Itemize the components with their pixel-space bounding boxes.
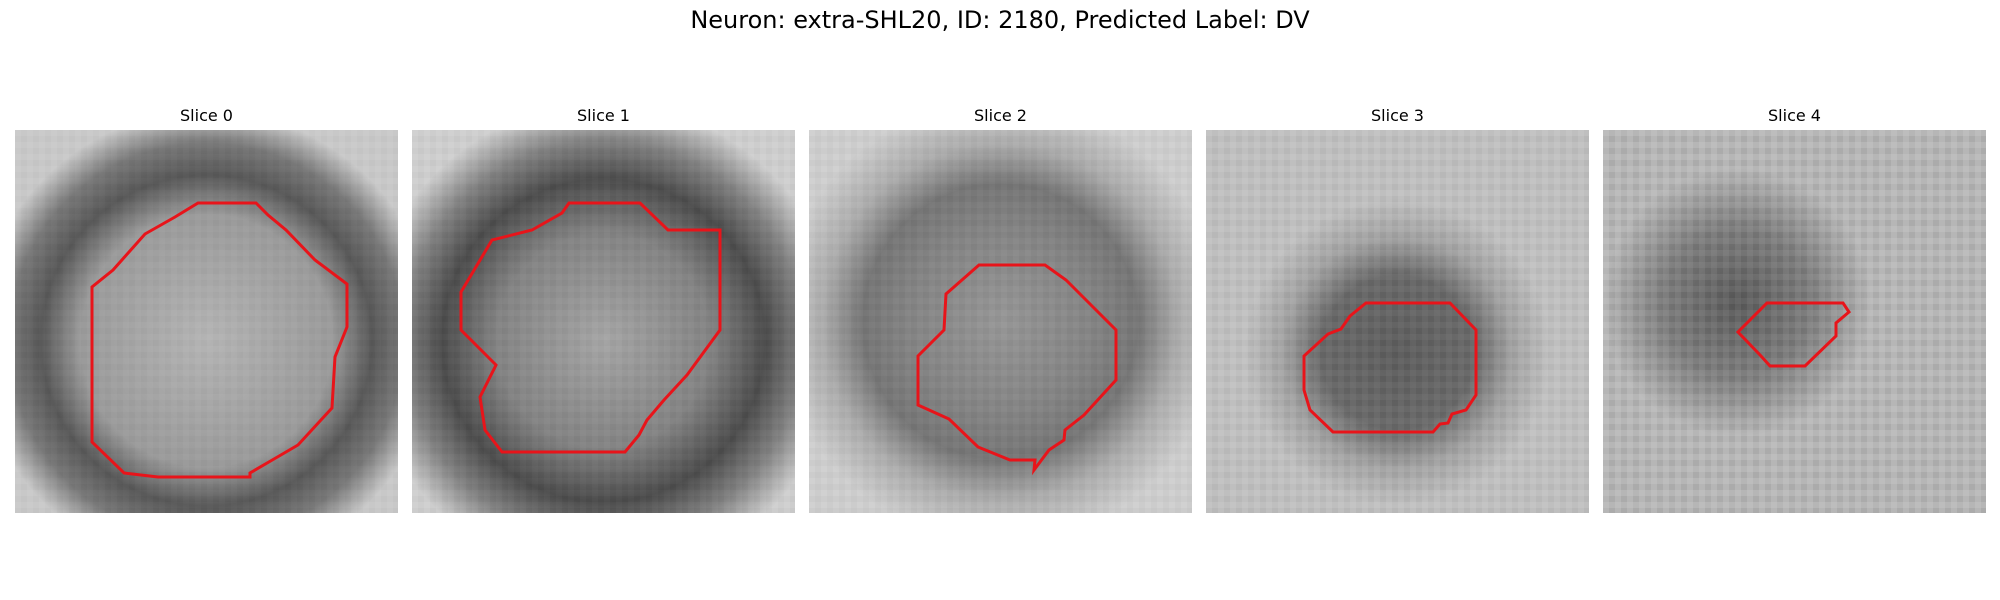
slice-image-4 <box>1603 130 1986 513</box>
slice-image-2 <box>809 130 1192 513</box>
slice-image-3 <box>1206 130 1589 513</box>
slice-image-1 <box>412 130 795 513</box>
contour-0 <box>90 201 349 479</box>
slice-title-0: Slice 0 <box>180 106 233 125</box>
contour-2 <box>916 263 1118 476</box>
slice-image-0 <box>15 130 398 513</box>
slice-title-3: Slice 3 <box>1371 106 1424 125</box>
contour-1 <box>459 201 722 454</box>
contour-3 <box>1302 301 1478 434</box>
contour-4 <box>1735 301 1851 368</box>
figure-title: Neuron: extra-SHL20, ID: 2180, Predicted… <box>690 6 1310 34</box>
slice-title-1: Slice 1 <box>577 106 630 125</box>
slice-title-2: Slice 2 <box>974 106 1027 125</box>
slice-title-4: Slice 4 <box>1768 106 1821 125</box>
